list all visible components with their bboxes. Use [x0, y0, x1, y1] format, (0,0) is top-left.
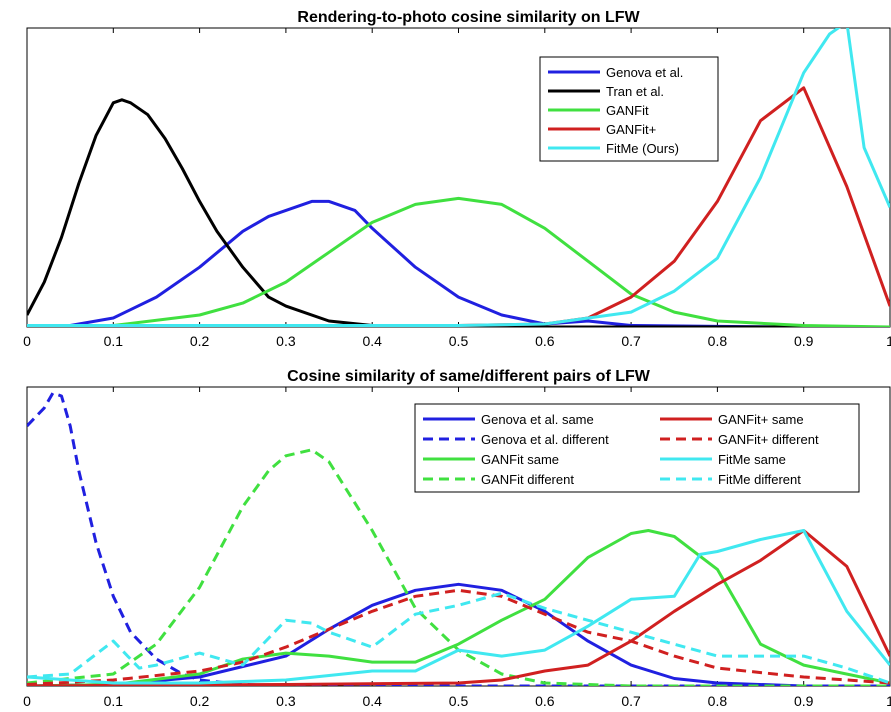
- x-tick-label: 0.1: [104, 693, 124, 709]
- legend: Genova et al. Tran et al. GANFit GANFit+ Fit…: [539, 56, 719, 162]
- series-line-7: [27, 591, 890, 685]
- x-tick-label: 0.4: [362, 693, 382, 709]
- series-line-0: [27, 199, 890, 327]
- legend-label-4: FitMe (Ours): [606, 141, 679, 156]
- x-tick-label: 0.6: [535, 693, 555, 709]
- legend-label-6: FitMe same: [718, 452, 786, 467]
- x-tick-label: 0: [23, 693, 31, 709]
- legend-label-3: GANFit+: [606, 122, 656, 137]
- x-tick-label: 1: [886, 333, 891, 349]
- legend-label-3: GANFit different: [481, 472, 574, 487]
- series-line-1: [27, 391, 890, 686]
- x-tick-label: 0.1: [104, 333, 124, 349]
- x-tick-label: 0.5: [449, 333, 469, 349]
- chart-title: Cosine similarity of same/different pair…: [287, 368, 651, 385]
- plot-frame: [26, 27, 891, 328]
- legend-label-2: GANFit: [606, 103, 649, 118]
- x-tick-label: 1: [886, 693, 891, 709]
- series-group: [27, 391, 890, 686]
- x-tick-label: 0.6: [535, 333, 555, 349]
- legend-label-2: GANFit same: [481, 452, 559, 467]
- x-tick-label: 0.9: [794, 693, 814, 709]
- series-line-3: [27, 448, 890, 686]
- legend-label-1: Genova et al. different: [481, 432, 609, 447]
- legend-label-7: FitMe different: [718, 472, 801, 487]
- series-group: [27, 28, 890, 327]
- x-tick-label: 0.9: [794, 333, 814, 349]
- x-tick-label: 0: [23, 333, 31, 349]
- legend-label-4: GANFit+ same: [718, 412, 804, 427]
- series-line-2: [27, 529, 890, 686]
- x-tick-label: 0.2: [190, 693, 210, 709]
- x-tick-label: 0.8: [708, 333, 728, 349]
- x-tick-label: 0.5: [449, 693, 469, 709]
- legend-label-0: Genova et al. same: [481, 412, 594, 427]
- x-tick-label: 0.7: [621, 333, 641, 349]
- x-tick-label: 0.3: [276, 333, 296, 349]
- legend-label-1: Tran et al.: [606, 84, 664, 99]
- chart-panel-1: Rendering-to-photo cosine similarity on …: [23, 9, 891, 349]
- chart-title: Rendering-to-photo cosine similarity on …: [297, 9, 640, 26]
- x-tick-label: 0.4: [362, 333, 382, 349]
- x-tick-label: 0.3: [276, 693, 296, 709]
- legend-box: [414, 403, 860, 493]
- series-line-2: [27, 196, 890, 327]
- series-line-4: [27, 28, 890, 327]
- x-tick-label: 0.7: [621, 693, 641, 709]
- series-line-6: [27, 529, 890, 685]
- legend-label-0: Genova et al.: [606, 65, 683, 80]
- legend: Genova et al. same Genova et al. differen…: [414, 403, 860, 493]
- x-tick-label: 0.8: [708, 693, 728, 709]
- x-tick-label: 0.2: [190, 333, 210, 349]
- legend-label-5: GANFit+ different: [718, 432, 819, 447]
- chart-panel-2: Cosine similarity of same/different pair…: [23, 368, 891, 709]
